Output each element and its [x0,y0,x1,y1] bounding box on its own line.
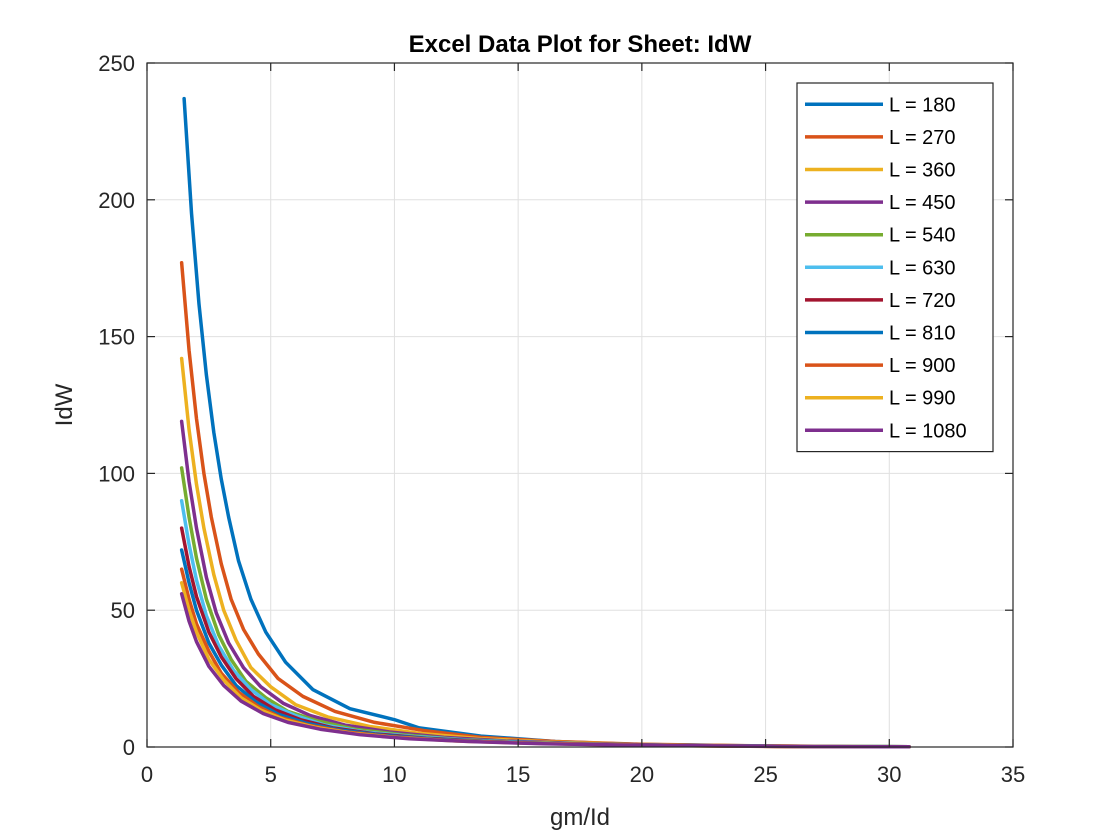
x-tick-label: 0 [141,762,153,787]
legend-label: L = 1080 [889,420,967,442]
x-tick-label: 20 [630,762,654,787]
y-tick-label: 100 [98,461,135,486]
y-tick-label: 250 [98,51,135,76]
legend-entry: L = 900 [805,355,956,377]
legend-entry: L = 180 [805,94,956,116]
series-line-10 [179,592,911,749]
legend-entry: L = 810 [805,323,956,345]
legend-label: L = 270 [889,127,956,149]
legend-entry: L = 630 [805,257,956,279]
y-tick-label: 200 [98,188,135,213]
ticks: 0 5 10 15 20 25 30 35 0 50 100 150 200 250 [98,51,1025,787]
x-tick-label: 5 [265,762,277,787]
legend-entry: L = 720 [805,290,956,312]
x-tick-label: 10 [382,762,406,787]
legend-label: L = 630 [889,257,956,279]
y-axis-label: IdW [51,383,78,426]
legend-label: L = 720 [889,290,956,312]
legend-label: L = 900 [889,355,956,377]
x-tick-label: 15 [506,762,530,787]
y-tick-label: 50 [111,598,135,623]
legend-entry: L = 990 [805,388,956,410]
legend-label: L = 810 [889,323,956,345]
chart-title: Excel Data Plot for Sheet: IdW [409,31,752,58]
legend-label: L = 450 [889,192,956,214]
x-tick-label: 30 [877,762,901,787]
legend: L = 180 L = 270 L = 360 L = 450 L = 540 L = 6… [796,82,994,453]
legend-entry: L = 450 [805,192,956,214]
legend-label: L = 540 [889,225,956,247]
legend-label: L = 360 [889,160,956,182]
legend-label: L = 180 [889,94,956,116]
legend-entry: L = 360 [805,160,956,182]
x-axis-label: gm/Id [550,804,610,831]
legend-entry: L = 540 [805,225,956,247]
x-tick-label: 25 [753,762,777,787]
legend-entry: L = 270 [805,127,956,149]
legend-entry: L = 1080 [805,420,967,442]
x-tick-label: 35 [1001,762,1025,787]
y-tick-label: 0 [123,735,135,760]
y-tick-label: 150 [98,325,135,350]
axes [146,62,1014,748]
axes-box [146,62,1014,748]
legend-label: L = 990 [889,388,956,410]
